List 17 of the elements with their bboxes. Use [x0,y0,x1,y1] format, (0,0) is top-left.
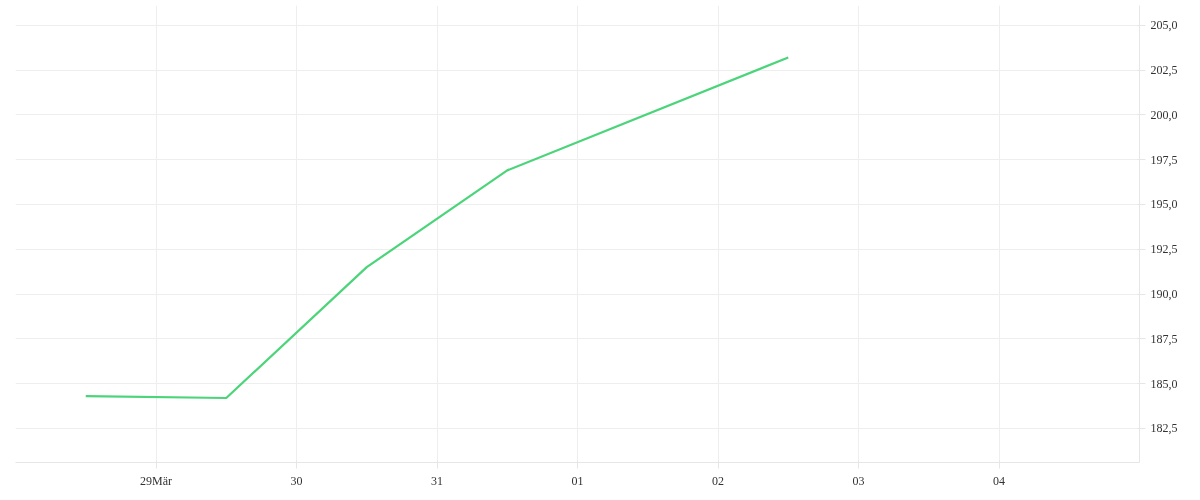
y-tick-label: 200,0 [1150,107,1178,122]
y-tick-label: 202,5 [1150,63,1178,78]
y-tick-label: 187,5 [1150,331,1178,346]
y-tick-label: 190,0 [1150,287,1178,302]
y-tick-label: 195,0 [1150,197,1178,212]
y-tick-label: 205,0 [1150,18,1178,33]
x-tick-label: 29Mär [140,473,172,488]
x-tick-label: 31 [431,473,443,488]
y-tick-label: 185,0 [1150,376,1178,391]
y-tick-label: 197,5 [1150,152,1178,167]
x-tick-label: 30 [290,473,303,488]
x-tick-label: 04 [993,473,1005,488]
x-tick-label: 01 [571,473,584,488]
y-tick-label: 182,5 [1150,421,1178,436]
x-tick-label: 02 [712,473,724,488]
y-tick-label: 192,5 [1150,242,1178,257]
x-tick-label: 03 [852,473,865,488]
